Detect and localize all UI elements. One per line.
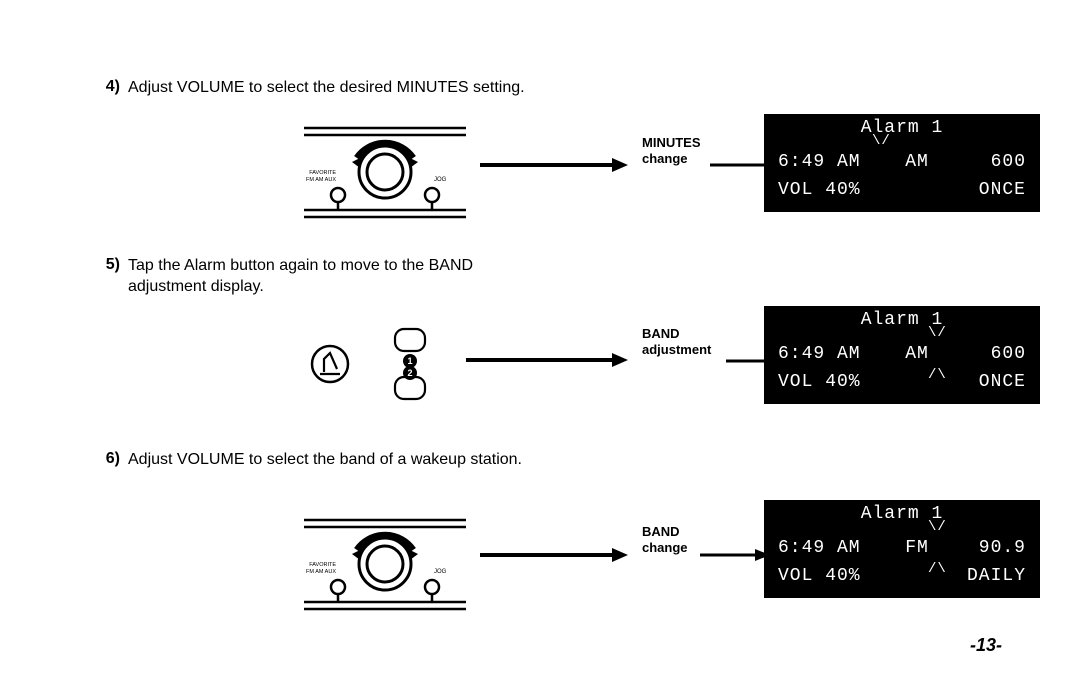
- arrow-icon: [466, 345, 628, 375]
- step-number: 5): [94, 256, 120, 274]
- manual-page: 4) Adjust VOLUME to select the desired M…: [0, 0, 1080, 698]
- lcd-display: Alarm 1 \/ 6:49 AM AM 600 /\ VOL 40% ONC…: [764, 306, 1040, 404]
- step-text: Adjust VOLUME to select the band of a wa…: [128, 450, 522, 471]
- page-number: -13-: [970, 635, 1002, 656]
- lcd-row: 6:49 AM AM 600: [778, 152, 1026, 172]
- callout-label: BANDchange: [642, 524, 688, 557]
- svg-text:FM AM AUX: FM AM AUX: [306, 177, 336, 183]
- lcd-row: VOL 40% DAILY: [778, 566, 1026, 586]
- lcd-display: Alarm 1 \/ 6:49 AM AM 600 VOL 40% ONCE: [764, 114, 1040, 212]
- step-5: 5) Tap the Alarm button again to move to…: [94, 256, 548, 298]
- callout-label: BANDadjustment: [642, 326, 711, 359]
- arrow-icon: [480, 540, 628, 570]
- svg-text:1: 1: [407, 356, 412, 366]
- step-number: 6): [94, 450, 120, 468]
- lcd-title: Alarm 1: [764, 504, 1040, 524]
- svg-text:JOG: JOG: [434, 177, 447, 183]
- step-text: Tap the Alarm button again to move to th…: [128, 256, 548, 298]
- callout-label: MINUTESchange: [642, 135, 701, 168]
- lcd-row: VOL 40% ONCE: [778, 372, 1026, 392]
- volume-dial-illustration: FAVORITE FM AM AUX JOG: [300, 510, 470, 618]
- step-6: 6) Adjust VOLUME to select the band of a…: [94, 450, 522, 471]
- lcd-row: 6:49 AM FM 90.9: [778, 538, 1026, 558]
- step-number: 4): [94, 78, 120, 96]
- marker-icon: \/: [928, 522, 947, 532]
- lcd-row: VOL 40% ONCE: [778, 180, 1026, 200]
- volume-dial-illustration: FAVORITE FM AM AUX JOG: [300, 118, 470, 226]
- arrow-icon: [700, 540, 770, 570]
- svg-text:FM AM AUX: FM AM AUX: [306, 569, 336, 575]
- marker-icon: \/: [928, 328, 947, 338]
- svg-text:JOG: JOG: [434, 569, 447, 575]
- step-4: 4) Adjust VOLUME to select the desired M…: [94, 78, 525, 99]
- lcd-row: 6:49 AM AM 600: [778, 344, 1026, 364]
- lcd-title: Alarm 1: [764, 118, 1040, 138]
- arrow-icon: [480, 150, 628, 180]
- lcd-display: Alarm 1 \/ 6:49 AM FM 90.9 /\ VOL 40% DA…: [764, 500, 1040, 598]
- step-text: Adjust VOLUME to select the desired MINU…: [128, 78, 525, 99]
- svg-text:FAVORITE: FAVORITE: [309, 170, 336, 176]
- alarm-button-press-illustration: 1 2: [300, 324, 470, 404]
- lcd-title: Alarm 1: [764, 310, 1040, 330]
- marker-icon: \/: [872, 136, 891, 146]
- svg-text:2: 2: [407, 368, 412, 378]
- svg-text:FAVORITE: FAVORITE: [309, 562, 336, 568]
